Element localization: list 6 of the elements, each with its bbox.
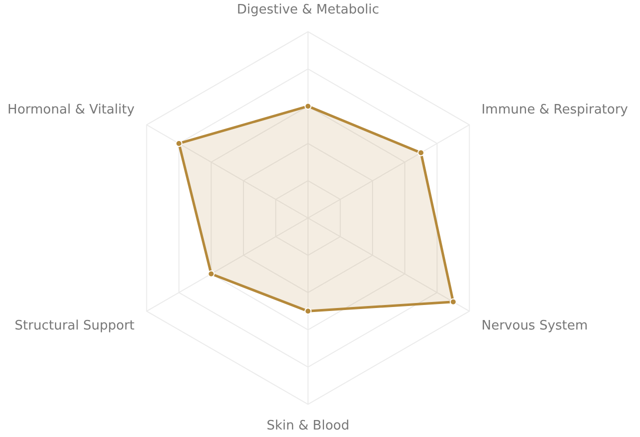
spoke-label: Digestive & Metabolic (236, 2, 380, 18)
spoke-label: Nervous System (481, 318, 588, 334)
spoke-label: Immune & Respiratory (481, 102, 628, 118)
spoke-label: Skin & Blood (266, 418, 350, 434)
spoke-label: Hormonal & Vitality (8, 102, 135, 118)
spoke-label: Structural Support (14, 318, 135, 334)
